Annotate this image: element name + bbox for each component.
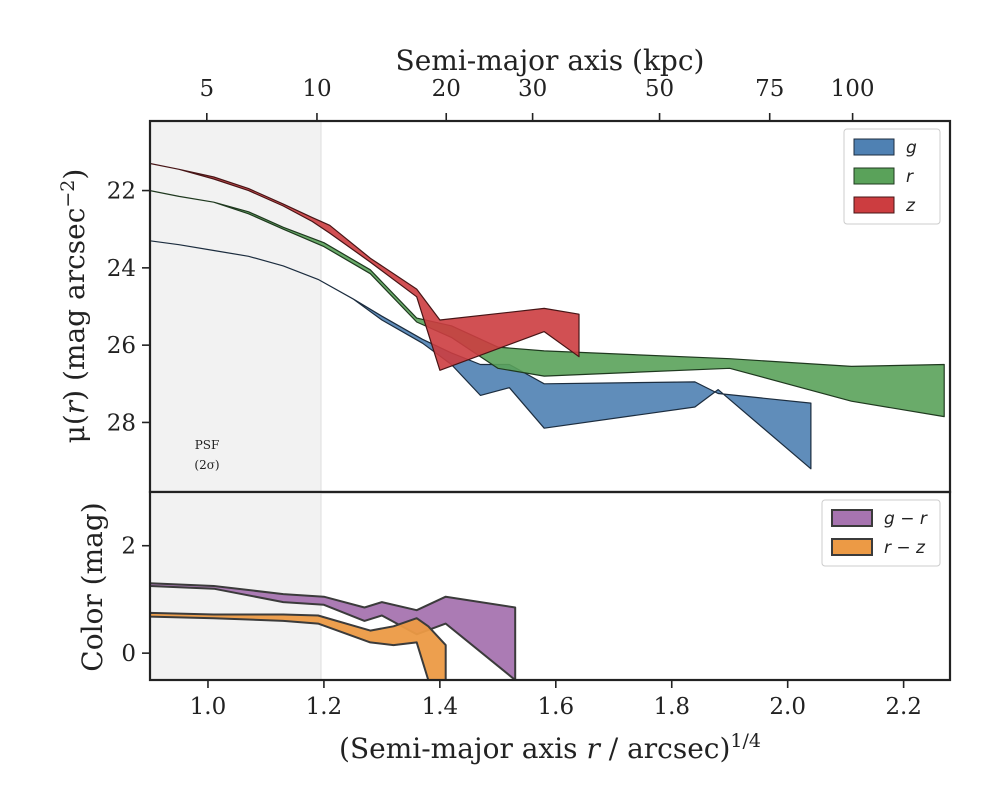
y-tick-label: 24 — [107, 256, 136, 282]
psf-label: PSF — [195, 438, 220, 452]
legend-label-r-z: r − z — [884, 538, 926, 558]
top-tick-label: 100 — [831, 76, 875, 102]
x-tick-label: 1.0 — [190, 694, 227, 720]
x-tick-label: 2.2 — [885, 694, 922, 720]
legend-swatch-z — [853, 196, 895, 214]
chart-layer: 22 24 26 28 5 10 20 30 50 75 100 grz 0 2 1.0 1.2 1.4 1.6 1… — [107, 76, 952, 720]
x-tick-label: 1.2 — [306, 694, 343, 720]
series-group — [150, 162, 945, 470]
psf-sigma-label: (2σ) — [194, 458, 219, 472]
top-panel-y-title: μ(r) (mag arcsec−2) — [57, 169, 91, 444]
y-tick-label: 26 — [107, 333, 136, 359]
x-tick-label: 1.6 — [538, 694, 575, 720]
legend-label-r: r — [906, 167, 914, 187]
band-r-z — [150, 611, 447, 680]
panel-frame — [148, 490, 952, 682]
y-tick-label: 2 — [121, 534, 136, 560]
x-tick-label: 2.0 — [769, 694, 806, 720]
legend-label-z: z — [905, 196, 916, 216]
top-tick-label: 75 — [755, 76, 784, 102]
y-tick-label: 22 — [107, 179, 136, 205]
legend: g − r r − z — [821, 499, 941, 567]
band-z — [150, 162, 580, 371]
band-g-r — [150, 582, 517, 680]
legend-label-g: g — [906, 138, 917, 158]
bottom-axis-title: (Semi-major axis r / arcsec)1/4 — [339, 730, 761, 765]
legend-swatch-g-r — [831, 509, 873, 527]
top-tick-label: 30 — [518, 76, 547, 102]
x-tick-label: 1.4 — [422, 694, 459, 720]
legend-swatch-r — [853, 167, 895, 185]
psf-region — [150, 121, 322, 492]
legend-swatch-r-z — [831, 538, 873, 556]
top-tick-label: 10 — [302, 76, 331, 102]
x-tick-label: 1.8 — [653, 694, 690, 720]
band-g — [150, 240, 812, 470]
legend-swatch-g — [853, 138, 895, 156]
top-axis-title: Semi-major axis (kpc) — [396, 44, 705, 77]
top-tick-label: 50 — [645, 76, 674, 102]
y-tick-label: 0 — [121, 641, 136, 667]
legend-label-g-r: g − r — [884, 509, 928, 529]
bottom-panel-y-title: Color (mag) — [76, 502, 109, 671]
top-tick-label: 20 — [432, 76, 461, 102]
band-r — [150, 190, 945, 418]
y-tick-label: 28 — [107, 410, 136, 436]
series-group — [150, 582, 517, 680]
top-tick-label: 5 — [199, 76, 214, 102]
legend: grz — [843, 128, 941, 225]
